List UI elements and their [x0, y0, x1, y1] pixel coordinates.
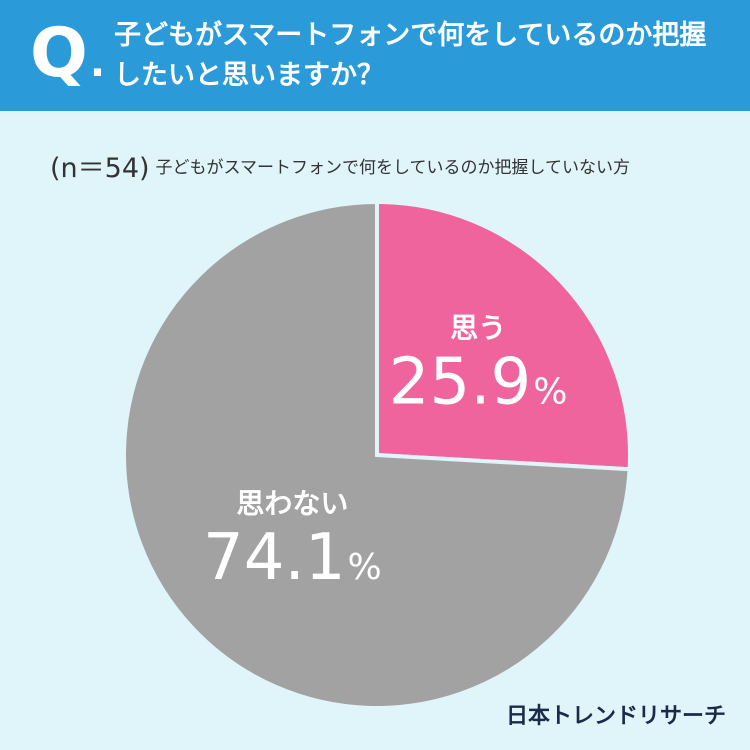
question-header: Q. 子どもがスマートフォンで何をしているのか把握 したいと思いますか？	[0, 0, 750, 111]
subtitle-description: 子どもがスマートフォンで何をしているのか把握していない方	[155, 158, 631, 178]
question-text: 子どもがスマートフォンで何をしているのか把握 したいと思いますか？	[114, 16, 724, 96]
slice-label: 思う	[450, 311, 506, 344]
slice-value: 74.1%	[203, 521, 382, 595]
slice-value: 25.9%	[389, 345, 568, 419]
question-line-1: 子どもがスマートフォンで何をしているのか把握	[114, 20, 707, 51]
question-line-2: したいと思いますか？	[114, 60, 384, 91]
q-mark: Q.	[30, 14, 106, 93]
subtitle: (n＝54) 子どもがスマートフォンで何をしているのか把握していない方	[50, 146, 730, 185]
pie-slice-1	[375, 199, 632, 472]
sample-size: (n＝54)	[50, 153, 150, 184]
slice-label: 思わない	[236, 487, 348, 520]
pie-slice-2	[122, 199, 632, 710]
brand-logo: 日本トレンドリサーチ	[505, 704, 726, 729]
